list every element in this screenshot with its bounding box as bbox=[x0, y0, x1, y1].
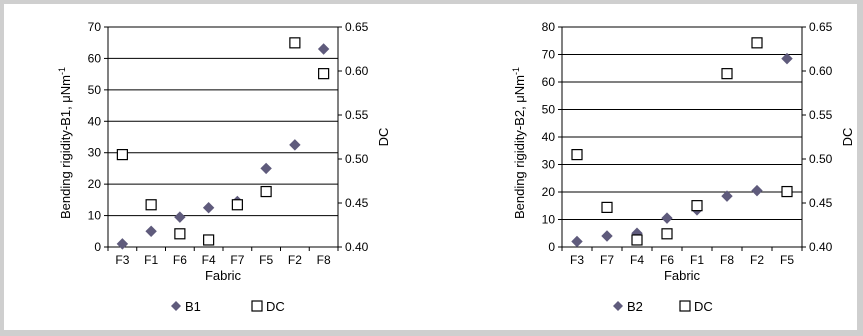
y2-tick-label: 0.40 bbox=[345, 240, 369, 254]
data-point-dc bbox=[116, 149, 128, 161]
y-tick-label: 60 bbox=[88, 51, 102, 65]
data-point-dc bbox=[174, 228, 186, 240]
x-tick-label: F1 bbox=[144, 253, 158, 267]
data-point-b2 bbox=[661, 212, 673, 224]
data-point-b1 bbox=[145, 225, 157, 237]
data-point-dc bbox=[231, 199, 243, 211]
x-tick-label: F8 bbox=[720, 253, 734, 267]
x-tick-label: F7 bbox=[600, 253, 614, 267]
legend-marker-b1 bbox=[171, 301, 181, 311]
data-point-dc bbox=[571, 149, 583, 161]
chart-1: 0 10 20 30 40 50 60 70 0.40 0.45 0.50 0.55 0.60 0.65 F… bbox=[57, 20, 391, 314]
legend-label-b2: B2 bbox=[627, 299, 643, 314]
data-point-dc bbox=[751, 37, 763, 49]
x-tick-label: F3 bbox=[570, 253, 584, 267]
legend-marker-dc bbox=[679, 300, 691, 312]
legend-marker-b2 bbox=[613, 301, 623, 311]
y2-tick-label: 0.55 bbox=[345, 108, 369, 122]
y-tick-label: 50 bbox=[542, 103, 556, 117]
y2-tick-label: 0.45 bbox=[809, 196, 833, 210]
x-tick-label: F1 bbox=[690, 253, 704, 267]
x-axis-label: Fabric bbox=[664, 268, 701, 283]
data-point-b1 bbox=[317, 43, 330, 55]
y2-axis-label: DC bbox=[840, 128, 855, 147]
x-tick-label: F5 bbox=[259, 253, 273, 267]
legend-label-dc: DC bbox=[266, 299, 285, 314]
data-point-b1 bbox=[289, 139, 301, 151]
y2-tick-label: 0.60 bbox=[345, 64, 369, 78]
y2-tick-label: 0.45 bbox=[345, 196, 369, 210]
y2-tick-label: 0.50 bbox=[345, 152, 369, 166]
y-tick-label: 30 bbox=[542, 158, 556, 172]
y-tick-label: 70 bbox=[542, 48, 556, 62]
y-tick-label: 30 bbox=[88, 146, 102, 160]
x-tick-label: F2 bbox=[750, 253, 764, 267]
y-axis-label-superscript: -1 bbox=[57, 67, 67, 75]
data-point-dc bbox=[318, 68, 330, 80]
data-point-dc bbox=[661, 228, 673, 240]
y2-tick-label: 0.55 bbox=[809, 108, 833, 122]
data-point-dc bbox=[781, 185, 793, 198]
x-tick-label: F3 bbox=[115, 253, 129, 267]
data-point-b1 bbox=[202, 202, 215, 214]
legend-label-dc: DC bbox=[694, 299, 713, 314]
legend-marker-dc bbox=[251, 300, 263, 312]
y2-tick-label: 0.50 bbox=[809, 152, 833, 166]
y-tick-label: 50 bbox=[88, 83, 102, 97]
data-point-dc bbox=[691, 200, 703, 212]
y-tick-label: 10 bbox=[542, 213, 556, 227]
x-tick-label: F6 bbox=[660, 253, 674, 267]
y-tick-label: 20 bbox=[88, 177, 102, 191]
data-point-dc bbox=[289, 37, 301, 49]
data-point-b2 bbox=[571, 235, 583, 248]
data-point-dc bbox=[721, 68, 733, 80]
y-tick-label: 40 bbox=[542, 130, 556, 144]
y-tick-label: 40 bbox=[88, 114, 102, 128]
data-point-b2 bbox=[601, 230, 613, 242]
data-point-b2 bbox=[721, 190, 733, 202]
data-point-b1 bbox=[260, 162, 272, 175]
x-tick-label: F8 bbox=[317, 253, 331, 267]
y2-tick-label: 0.65 bbox=[809, 20, 833, 34]
y2-tick-label: 0.40 bbox=[809, 240, 833, 254]
x-axis-label: Fabric bbox=[205, 268, 242, 283]
data-point-dc bbox=[203, 234, 215, 246]
y2-tick-label: 0.65 bbox=[345, 20, 369, 34]
y-axis-label: Bending rigidity-B1, μNm-1 bbox=[57, 67, 73, 219]
x-tick-label: F5 bbox=[780, 253, 794, 267]
x-tick-label: F6 bbox=[173, 253, 187, 267]
y-tick-label: 20 bbox=[542, 185, 556, 199]
y-axis-label-superscript: -1 bbox=[511, 67, 521, 75]
data-point-dc bbox=[631, 234, 643, 246]
data-point-dc bbox=[145, 199, 157, 211]
x-tick-label: F2 bbox=[288, 253, 302, 267]
y2-tick-label: 0.60 bbox=[809, 64, 833, 78]
y-tick-label: 0 bbox=[548, 240, 555, 254]
y-tick-label: 0 bbox=[94, 240, 101, 254]
y-tick-label: 60 bbox=[542, 75, 556, 89]
data-point-b2 bbox=[781, 52, 793, 65]
y2-axis-label: DC bbox=[376, 128, 391, 147]
data-point-b2 bbox=[751, 184, 763, 197]
x-tick-label: F7 bbox=[230, 253, 244, 267]
y-tick-label: 80 bbox=[542, 20, 556, 34]
data-point-b1 bbox=[116, 238, 129, 250]
legend-label-b1: B1 bbox=[185, 299, 201, 314]
y-tick-label: 70 bbox=[88, 20, 102, 34]
data-point-dc bbox=[260, 185, 272, 198]
y-tick-label: 10 bbox=[88, 209, 102, 223]
y-axis-label: Bending rigidity-B2, μNm-1 bbox=[511, 67, 527, 219]
data-point-dc bbox=[601, 201, 613, 213]
x-tick-label: F4 bbox=[630, 253, 644, 267]
chart-2: 0 10 20 30 40 50 60 70 80 0.40 0.45 0.50 0.55 0.60 0.6… bbox=[511, 20, 855, 314]
data-point-b1 bbox=[174, 211, 186, 223]
x-tick-label: F4 bbox=[202, 253, 216, 267]
